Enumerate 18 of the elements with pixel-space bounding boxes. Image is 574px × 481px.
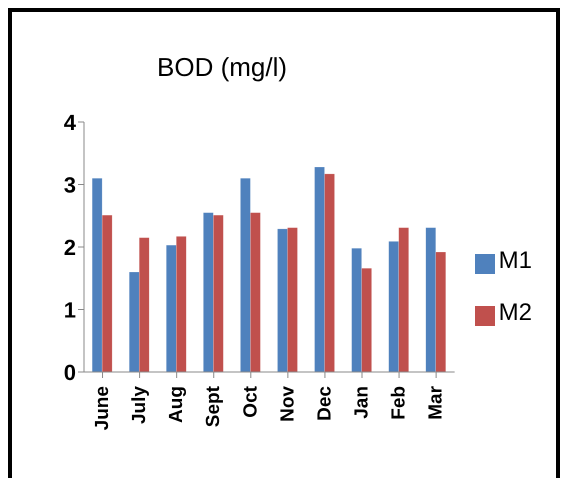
x-tick-label: Feb [388, 386, 410, 420]
legend-label: M2 [498, 299, 532, 326]
y-tick-label: 3 [64, 172, 76, 198]
y-tick-label: 2 [64, 234, 76, 260]
x-tick-label: Sept [203, 385, 224, 428]
x-tick-label: Jan [351, 386, 372, 419]
x-tick-label: Oct [240, 385, 262, 418]
x-tick-label: Nov [277, 386, 298, 422]
chart-title: BOD (mg/l) [156, 52, 288, 83]
x-tick-label: Aug [166, 386, 188, 423]
y-tick-label: 0 [64, 360, 76, 385]
x-tick-label: June [92, 386, 114, 430]
y-tick-label: 4 [64, 110, 77, 135]
y-tick-label: 1 [64, 297, 76, 322]
x-tick-label: Dec [314, 386, 336, 421]
x-tick-label: July [129, 386, 150, 424]
x-tick-label: Mar [426, 385, 447, 420]
legend-label: M1 [498, 247, 532, 274]
